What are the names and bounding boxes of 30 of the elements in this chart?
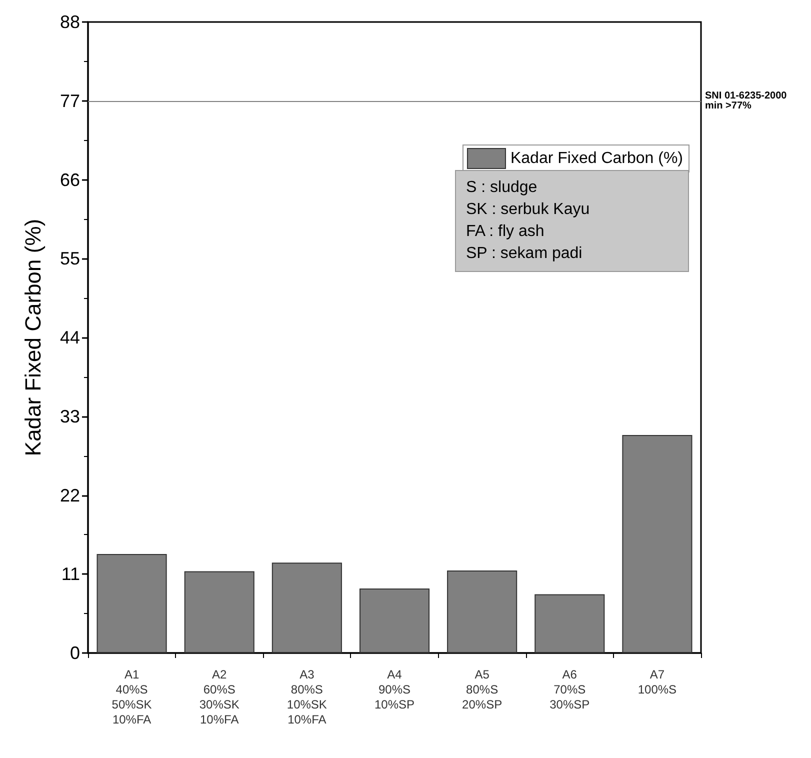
- y-tick-label: 66: [60, 170, 80, 190]
- x-tick-label: A1 40%S 50%SK 10%FA: [112, 668, 152, 726]
- ref-line-label: SNI 01-6235-2000 min >77%: [705, 90, 788, 112]
- y-tick-label: 33: [60, 406, 80, 426]
- x-tick-label: A4 90%S 10%SP: [374, 668, 415, 712]
- bar: [272, 562, 342, 653]
- y-tick-label: 55: [60, 248, 80, 269]
- bar: [534, 594, 605, 653]
- x-tick-label: A2 60%S 30%SK 10%FA: [199, 668, 240, 726]
- y-tick-label: 11: [61, 564, 80, 584]
- legend-label: Kadar Fixed Carbon (%): [510, 150, 683, 167]
- bar: [359, 588, 430, 653]
- y-tick-label: 77: [60, 90, 80, 111]
- y-tick-label: 22: [60, 485, 80, 506]
- y-tick-label: 0: [70, 643, 80, 663]
- annotation: FA : fly ash: [466, 222, 546, 242]
- annotation: S : sludge: [466, 178, 538, 198]
- x-tick-label: A3 80%S 10%SK 10%FA: [286, 668, 327, 726]
- annotation: SK : serbuk Kayu: [466, 200, 591, 220]
- x-tick-label: A6 70%S 30%SP: [550, 668, 590, 712]
- x-tick-label: A5 80%S 20%SP: [462, 668, 502, 712]
- bar: [184, 571, 254, 653]
- bar: [447, 570, 518, 653]
- bar: [622, 435, 692, 653]
- y-axis-title: Kadar Fixed Carbon (%): [20, 218, 46, 456]
- bar: [96, 554, 167, 653]
- annotation: SP : sekam padi: [466, 244, 584, 264]
- y-tick-label: 44: [60, 328, 80, 348]
- y-tick-label: 88: [60, 12, 80, 32]
- x-tick-label: A7 100%S: [638, 668, 677, 696]
